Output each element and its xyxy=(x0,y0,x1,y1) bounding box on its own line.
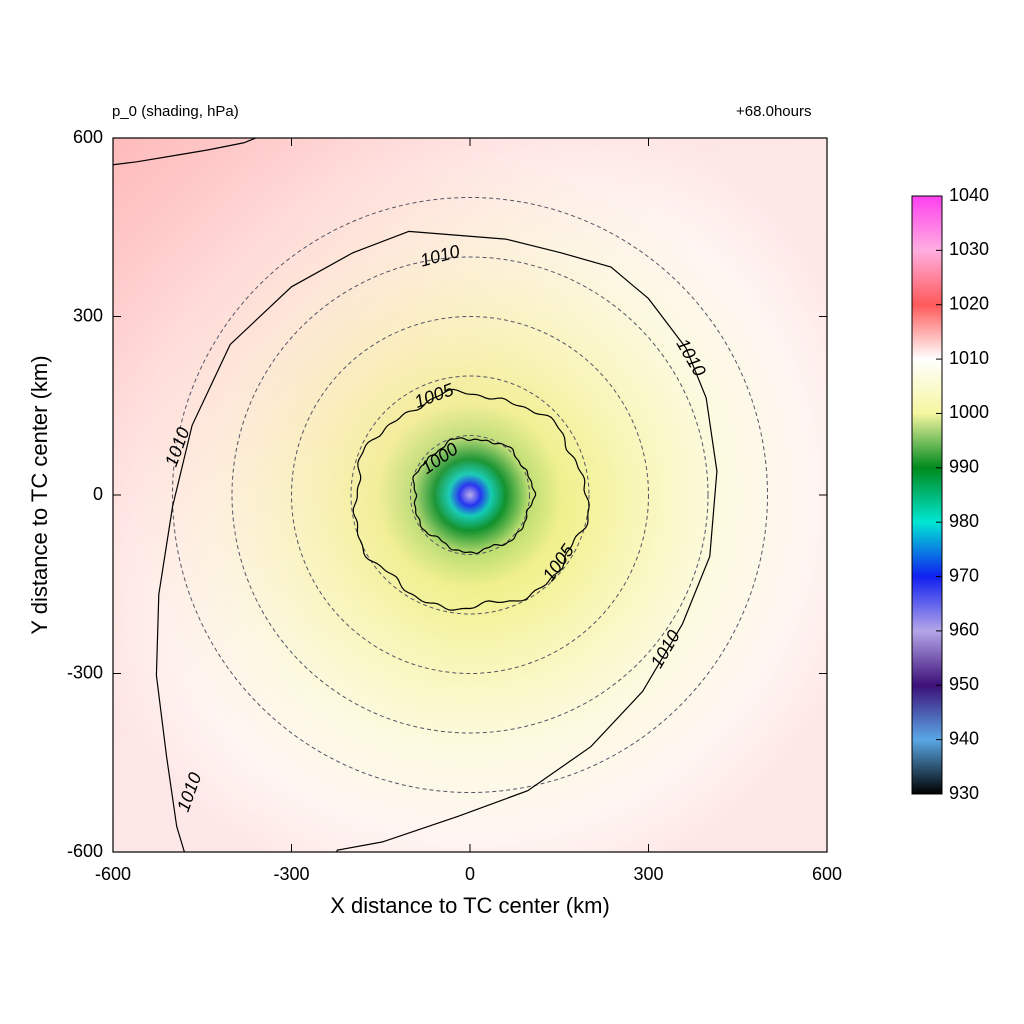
dashed-radius-circle xyxy=(350,375,590,615)
x-tick-label: 300 xyxy=(633,864,663,884)
contour-1010 xyxy=(155,230,718,852)
contour-1005 xyxy=(352,388,590,611)
colorbar-tick-label: 930 xyxy=(949,783,979,803)
x-tick-label: 0 xyxy=(465,864,475,884)
colorbar-tick-label: 1000 xyxy=(949,402,989,422)
colorbar-tick-label: 1040 xyxy=(949,185,989,205)
colorbar-tick-label: 990 xyxy=(949,457,979,477)
chart-title-left: p_0 (shading, hPa) xyxy=(112,103,239,120)
chart-title-right: +68.0hours xyxy=(736,103,812,120)
x-tick-label: -600 xyxy=(95,864,131,884)
colorbar-tick-label: 980 xyxy=(949,511,979,531)
contour-1000 xyxy=(412,437,537,554)
x-tick-label: -300 xyxy=(273,864,309,884)
x-tick-label: 600 xyxy=(812,864,842,884)
y-tick-label: 300 xyxy=(73,305,103,325)
dashed-radius-circle xyxy=(410,435,530,555)
colorbar-tick-label: 950 xyxy=(949,674,979,694)
y-tick-label: 600 xyxy=(73,127,103,147)
colorbar-tick-label: 1020 xyxy=(949,293,989,313)
contour-1010-corner xyxy=(113,138,257,166)
colorbar-tick-label: 1030 xyxy=(949,239,989,259)
dashed-radius-circle xyxy=(231,256,709,734)
y-tick-label: -300 xyxy=(67,662,103,682)
colorbar xyxy=(911,195,943,795)
field-corner-shading xyxy=(113,138,827,852)
y-tick-label: -600 xyxy=(67,841,103,861)
dashed-radius-circle xyxy=(172,197,768,793)
colorbar-tick-label: 940 xyxy=(949,728,979,748)
y-tick-label: 0 xyxy=(93,484,103,504)
colorbar-tick-label: 960 xyxy=(949,620,979,640)
colorbar-tick-label: 970 xyxy=(949,565,979,585)
x-axis-label: X distance to TC center (km) xyxy=(330,893,610,918)
colorbar-tick-label: 1010 xyxy=(949,348,989,368)
dashed-radius-circle xyxy=(291,316,649,674)
